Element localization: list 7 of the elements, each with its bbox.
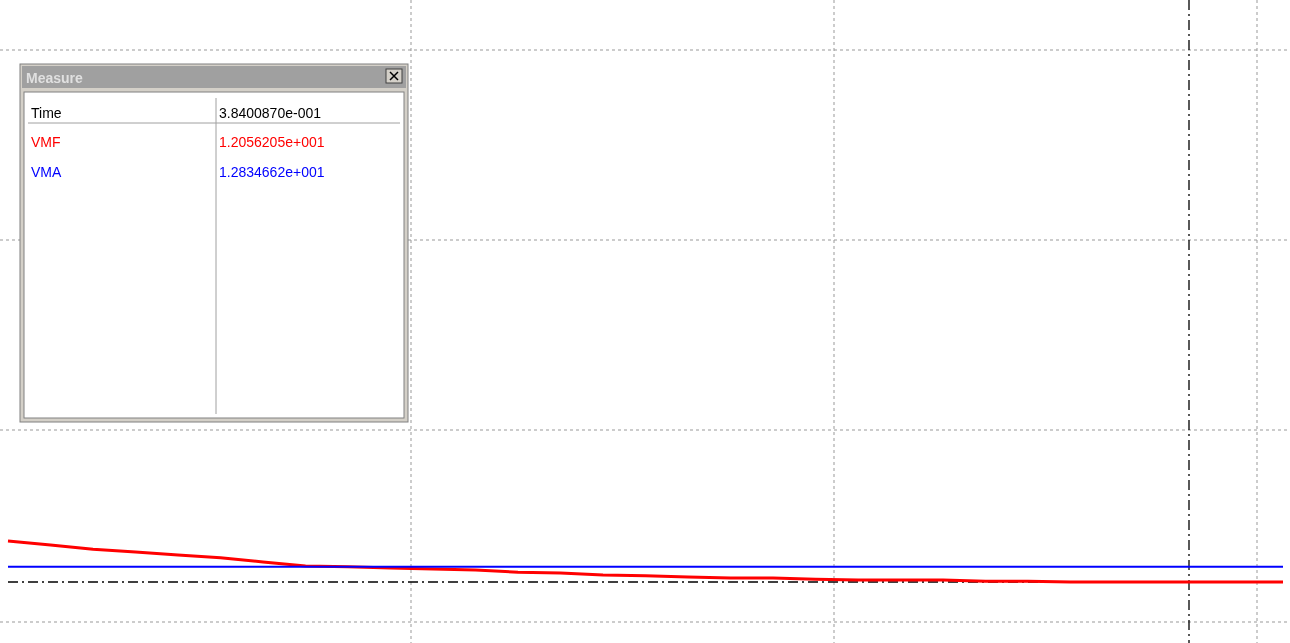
text: VMF (31, 134, 61, 150)
text: Time (31, 105, 62, 121)
text: VMA (31, 164, 62, 180)
text: 1.2834662e+001 (219, 164, 325, 180)
text: Measure (26, 70, 84, 86)
text: 1.2056205e+001 (219, 134, 325, 150)
text: 3.8400870e-001 (219, 105, 322, 121)
